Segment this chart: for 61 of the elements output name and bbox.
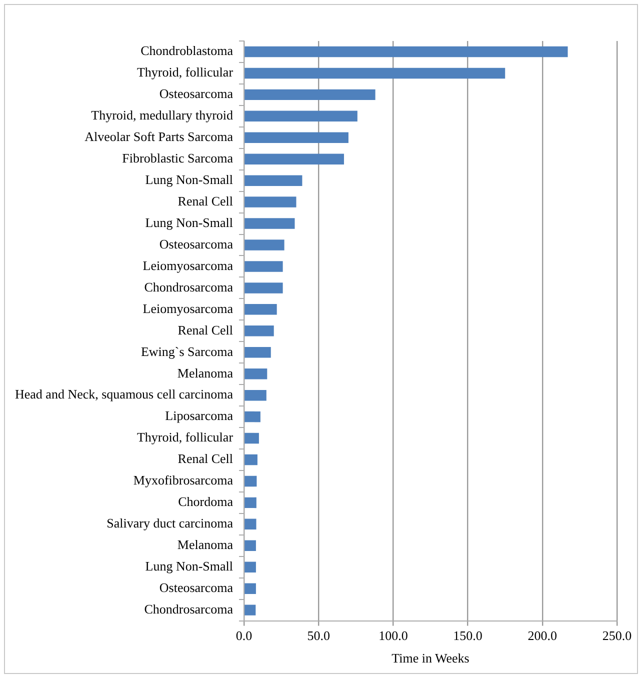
y-tick-label: Renal Cell [178, 193, 234, 208]
bar [244, 476, 257, 487]
bar [244, 432, 259, 444]
y-tick-label: Salivary duct carcinoma [106, 516, 234, 531]
y-tick-label: Leiomyosarcoma [142, 258, 234, 273]
y-tick-label: Liposarcoma [165, 408, 234, 424]
x-tick-label: 100.0 [378, 628, 408, 644]
y-tick-label: Melanoma [177, 365, 234, 380]
y-tick-label: Chordoma [178, 494, 234, 510]
y-tick-label: Osteosarcoma [159, 580, 234, 596]
bar [244, 497, 256, 508]
bar [244, 540, 256, 552]
bar [244, 562, 256, 572]
bar [244, 132, 348, 143]
bar [244, 282, 283, 294]
x-tick-label: 200.0 [528, 628, 558, 644]
y-tick-label: Fibroblastic Sarcoma [122, 150, 234, 166]
y-tick-label: Renal Cell [178, 451, 234, 466]
bar [244, 196, 296, 208]
x-tick-label: 250.0 [602, 628, 632, 644]
y-tick-label: Thyroid, follicular [136, 64, 234, 80]
x-tick-label: 50.0 [307, 628, 330, 644]
bar [244, 46, 568, 58]
bar [244, 326, 274, 336]
y-tick-label: Thyroid, follicular [136, 430, 234, 445]
x-tick-label: 150.0 [453, 628, 482, 644]
bar [244, 110, 358, 122]
y-tick-label: Ewing`s Sarcoma [140, 344, 234, 359]
x-axis-title: Time in Weeks [392, 650, 470, 666]
y-tick-label: Thyroid, medullary thyroid [91, 108, 234, 123]
bar [244, 390, 266, 401]
bar [244, 604, 256, 616]
y-tick-label: Lung Non-Small [145, 214, 234, 230]
bar [244, 347, 271, 358]
bar [244, 583, 256, 594]
y-tick-label: Chondrosarcoma [144, 601, 234, 616]
y-tick-label: Alveolar Soft Parts Sarcoma [84, 129, 234, 144]
x-tick-label: 0.0 [236, 628, 252, 644]
y-tick-label: Renal Cell [178, 322, 234, 338]
bar [244, 411, 260, 422]
bar [244, 454, 258, 466]
bar [244, 240, 284, 250]
y-tick-label: Chondrosarcoma [144, 279, 234, 294]
bar [244, 261, 283, 272]
y-tick-label: Chondroblastoma [140, 43, 234, 58]
y-tick-label: Osteosarcoma [159, 86, 234, 102]
bar [244, 175, 302, 186]
bar [244, 368, 268, 380]
y-tick-label: Osteosarcoma [159, 236, 234, 252]
y-tick-label: Melanoma [177, 537, 234, 552]
y-tick-label: Lung Non-Small [145, 172, 234, 188]
bar [244, 89, 376, 100]
bar [244, 68, 506, 79]
bar [244, 304, 277, 315]
y-tick-label: Myxofibrosarcoma [133, 472, 234, 488]
bar [244, 518, 256, 530]
bar [244, 218, 295, 229]
y-tick-label: Lung Non-Small [145, 558, 234, 574]
y-tick-label: Head and Neck, squamous cell carcinoma [14, 386, 234, 402]
bar [244, 154, 344, 164]
y-tick-label: Leiomyosarcoma [142, 300, 234, 316]
